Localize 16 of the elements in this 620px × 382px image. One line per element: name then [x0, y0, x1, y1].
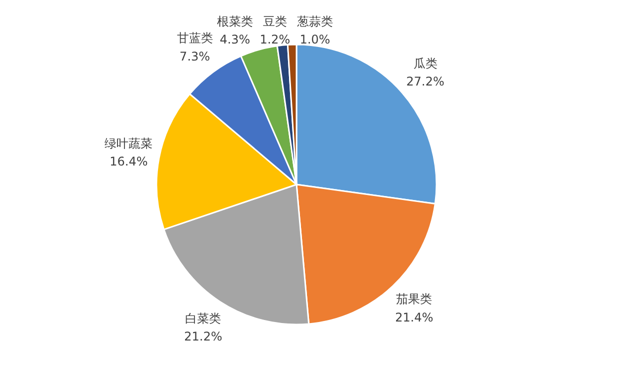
slice-label: 葱蒜类 — [296, 14, 333, 28]
data-label: 21.4% — [395, 310, 434, 324]
slice-label: 甘蓝类 — [176, 31, 213, 46]
slice-label: 瓜类 — [413, 56, 438, 70]
data-label: 1.0% — [300, 32, 330, 47]
data-label: 1.2% — [260, 32, 290, 47]
slice-label: 根菜类 — [216, 14, 253, 28]
slice-label: 豆类 — [262, 14, 287, 28]
slice-label: 茄果类 — [396, 292, 432, 306]
data-label: 4.3% — [220, 32, 250, 47]
slice-label: 绿叶蔬菜 — [104, 136, 153, 150]
data-label: 27.2% — [406, 74, 444, 88]
slice-label: 白菜类 — [185, 311, 222, 326]
data-label: 7.3% — [180, 49, 210, 64]
data-label: 16.4% — [110, 154, 148, 169]
data-label: 21.2% — [184, 330, 222, 344]
